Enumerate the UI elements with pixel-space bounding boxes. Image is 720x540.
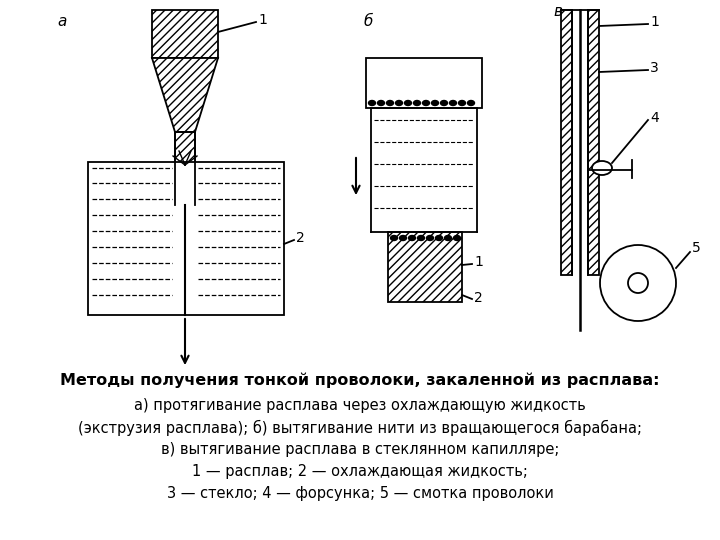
Bar	[561, 10, 572, 275]
Ellipse shape	[444, 235, 451, 240]
Circle shape	[628, 273, 648, 293]
Bar	[588, 10, 599, 275]
Bar	[175, 132, 195, 205]
Ellipse shape	[400, 235, 407, 240]
Text: 4: 4	[650, 111, 659, 125]
Bar	[175, 132, 195, 205]
Text: 1 — расплав; 2 — охлаждающая жидкость;: 1 — расплав; 2 — охлаждающая жидкость;	[192, 464, 528, 479]
Polygon shape	[152, 58, 218, 132]
Text: 3 — стекло; 4 — форсунка; 5 — смотка проволоки: 3 — стекло; 4 — форсунка; 5 — смотка про…	[166, 486, 554, 501]
Circle shape	[600, 245, 676, 321]
Ellipse shape	[449, 100, 456, 105]
Text: а: а	[58, 15, 67, 30]
Ellipse shape	[395, 100, 402, 105]
Text: Методы получения тонкой проволоки, закаленной из расплава:: Методы получения тонкой проволоки, закал…	[60, 372, 660, 388]
Bar	[366, 58, 482, 108]
Bar	[588, 10, 599, 275]
Ellipse shape	[423, 100, 430, 105]
Text: б: б	[364, 15, 373, 30]
Text: в: в	[554, 4, 562, 19]
Ellipse shape	[418, 235, 425, 240]
Ellipse shape	[408, 235, 415, 240]
Ellipse shape	[426, 235, 433, 240]
Bar	[152, 10, 218, 58]
Ellipse shape	[431, 100, 438, 105]
Ellipse shape	[405, 100, 412, 105]
Ellipse shape	[387, 100, 394, 105]
Ellipse shape	[454, 235, 461, 240]
Text: 3: 3	[650, 61, 659, 75]
Text: (экструзия расплава); б) вытягивание нити из вращающегося барабана;: (экструзия расплава); б) вытягивание нит…	[78, 420, 642, 436]
Ellipse shape	[459, 100, 466, 105]
Bar	[388, 232, 462, 302]
Ellipse shape	[377, 100, 384, 105]
Ellipse shape	[441, 100, 448, 105]
Ellipse shape	[467, 100, 474, 105]
Text: 1: 1	[474, 255, 483, 269]
Text: 5: 5	[692, 241, 701, 255]
Bar	[88, 162, 284, 315]
Text: а) протягивание расплава через охлаждающую жидкость: а) протягивание расплава через охлаждающ…	[134, 398, 586, 413]
Text: в) вытягивание расплава в стеклянном капилляре;: в) вытягивание расплава в стеклянном кап…	[161, 442, 559, 457]
Bar	[388, 232, 462, 302]
Bar	[561, 10, 572, 275]
Text: 2: 2	[474, 291, 482, 305]
Ellipse shape	[369, 100, 376, 105]
Ellipse shape	[436, 235, 443, 240]
Text: 1: 1	[650, 15, 659, 29]
Ellipse shape	[413, 100, 420, 105]
Bar	[152, 10, 218, 58]
Text: 2: 2	[296, 231, 305, 245]
Ellipse shape	[592, 161, 612, 175]
Text: 1: 1	[258, 13, 267, 27]
Ellipse shape	[390, 235, 397, 240]
